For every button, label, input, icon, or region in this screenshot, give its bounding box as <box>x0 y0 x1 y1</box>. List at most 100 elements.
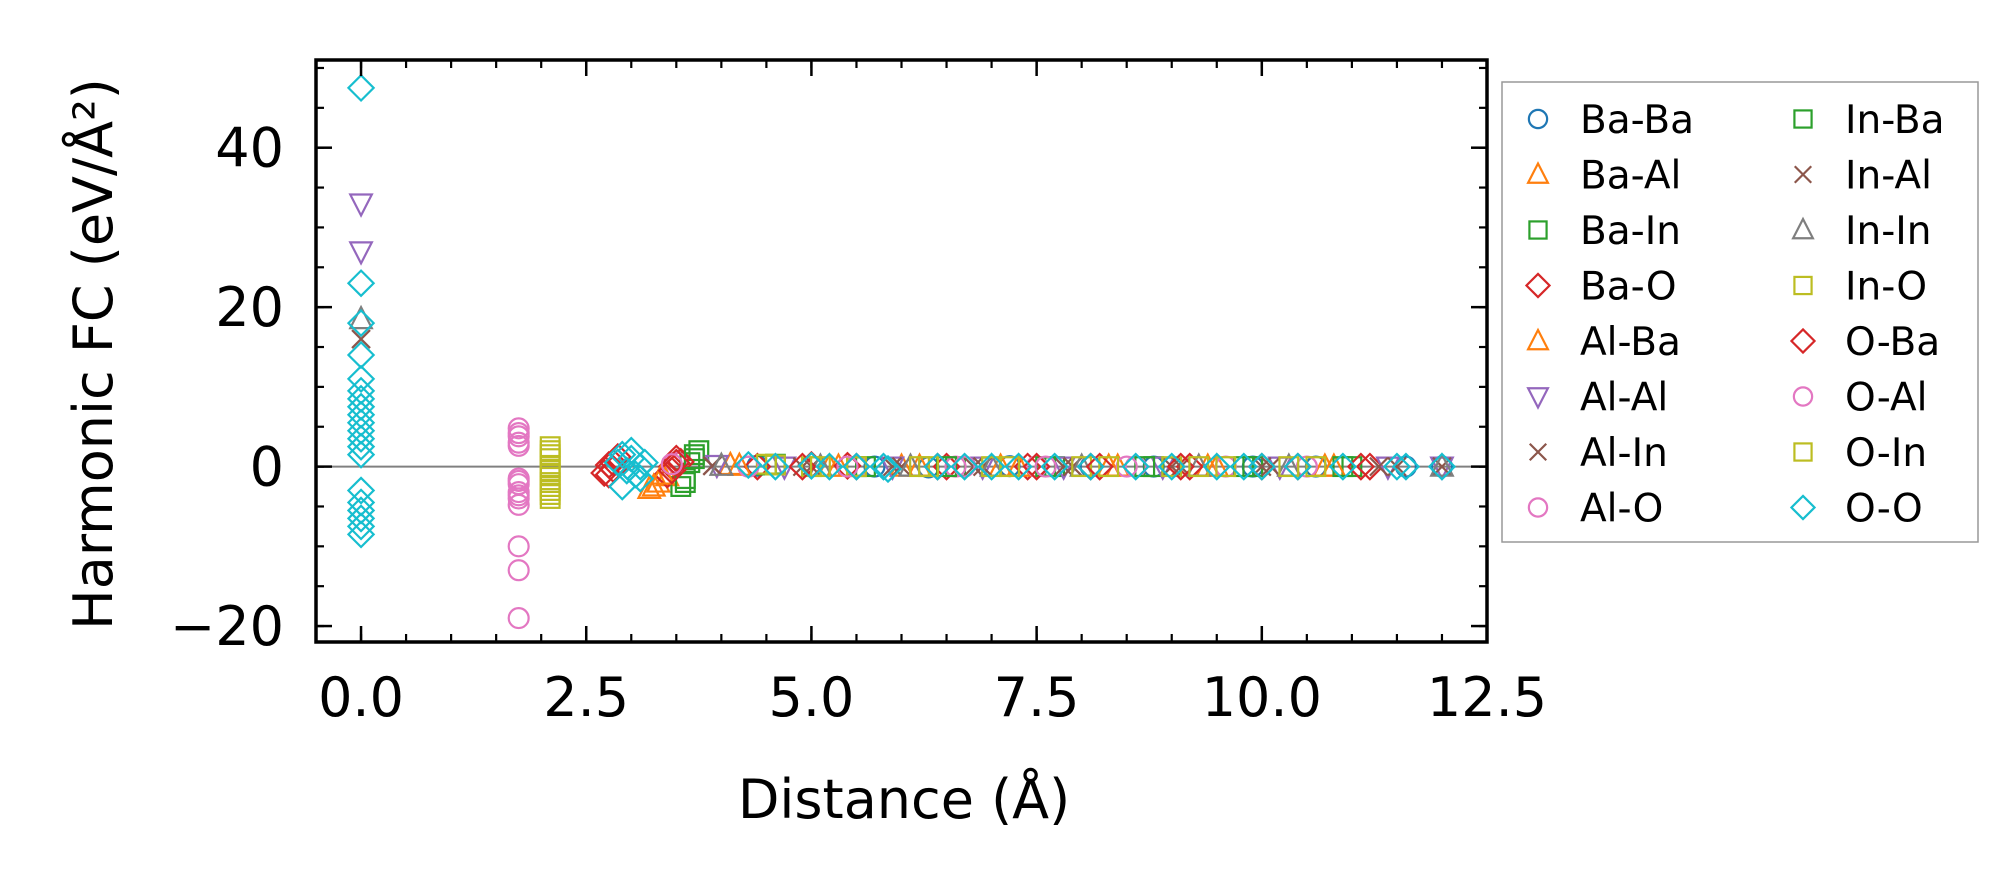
data-point <box>918 456 939 478</box>
data-point <box>761 452 790 481</box>
data-point <box>507 431 530 454</box>
data-point <box>346 424 376 453</box>
data-point <box>1355 452 1385 481</box>
data-point <box>346 73 376 103</box>
legend-entry: Ba-In <box>1528 209 1681 254</box>
data-point <box>1115 455 1138 478</box>
legend-marker <box>1526 387 1550 410</box>
data-point <box>539 460 561 482</box>
legend-entry: In-Al <box>1793 154 1932 199</box>
data-point <box>507 422 530 445</box>
data-point <box>539 436 561 458</box>
data-point <box>346 416 376 445</box>
data-point <box>1328 452 1358 481</box>
x-tick-label: 0.0 <box>318 666 404 729</box>
data-point <box>1053 456 1074 477</box>
data-point <box>626 464 655 493</box>
series-o-o <box>346 73 1457 549</box>
legend-label: In-In <box>1845 209 1932 254</box>
data-point <box>346 408 376 437</box>
axes: 0.0 2.5 5.0 7.5 10.0 12.5 −20 0 20 40 <box>170 58 1547 729</box>
data-point <box>1121 452 1150 481</box>
data-point <box>1188 456 1210 478</box>
legend-marker <box>1527 108 1549 130</box>
data-point <box>539 484 561 505</box>
data-point <box>1215 456 1237 478</box>
data-point <box>1427 452 1457 481</box>
data-point <box>1051 456 1077 482</box>
data-point <box>507 493 530 516</box>
series-o-in <box>539 444 1300 505</box>
data-point <box>1076 452 1105 481</box>
data-point <box>1071 456 1093 478</box>
y-tick-label: 40 <box>215 117 284 180</box>
series-o-al <box>507 422 1138 507</box>
legend-label: O-Ba <box>1845 320 1940 365</box>
data-point <box>688 440 710 462</box>
data-point <box>1305 456 1327 478</box>
data-point <box>507 607 530 630</box>
legend-entry: O-Ba <box>1789 320 1940 365</box>
data-point <box>346 520 376 549</box>
y-axis-title: Harmonic FC (eV/Å²) <box>61 78 125 630</box>
legend-label: O-O <box>1845 487 1923 532</box>
data-point <box>539 444 561 466</box>
data-point <box>1283 452 1312 481</box>
data-point <box>999 456 1021 478</box>
data-point <box>670 476 692 497</box>
data-point <box>708 451 734 476</box>
data-point <box>662 448 691 477</box>
y-tick-label: 0 <box>250 436 284 499</box>
legend-marker <box>1789 327 1817 355</box>
legend-box <box>1501 81 1979 543</box>
legend-label: Ba-Ba <box>1580 98 1694 143</box>
data-point <box>346 269 376 298</box>
data-point <box>348 241 374 266</box>
data-point <box>764 454 786 476</box>
data-point <box>846 456 867 478</box>
legend-marker <box>1528 220 1548 240</box>
data-point <box>346 400 376 429</box>
legend-marker <box>1791 216 1815 240</box>
legend-label: Ba-O <box>1580 265 1677 310</box>
data-point <box>923 452 952 481</box>
legend-entry: O-O <box>1789 487 1923 532</box>
data-point <box>842 452 871 481</box>
data-point <box>507 469 530 493</box>
legend-marker <box>1789 494 1817 521</box>
data-point <box>507 484 530 507</box>
data-point <box>879 456 906 482</box>
legend-label: Ba-Al <box>1580 154 1681 199</box>
y-tick-label: 20 <box>215 276 284 339</box>
data-point <box>1391 452 1421 481</box>
data-point <box>507 559 530 582</box>
y-tick-label: −20 <box>170 595 284 658</box>
legend-entry: In-Ba <box>1793 98 1945 143</box>
data-point <box>1382 452 1412 481</box>
data-point <box>977 452 1006 481</box>
data-point <box>346 308 376 338</box>
data-point <box>346 476 376 505</box>
data-point <box>674 472 696 494</box>
legend-entry: Ba-Ba <box>1527 98 1694 143</box>
x-tick-label: 12.5 <box>1427 666 1547 729</box>
data-point <box>641 472 667 497</box>
legend-marker <box>1793 109 1813 129</box>
legend-label: Al-In <box>1580 431 1668 476</box>
legend-entry: O-In <box>1793 431 1927 476</box>
data-point <box>950 452 979 481</box>
x-tick-label: 7.5 <box>994 666 1080 729</box>
data-point <box>608 440 637 469</box>
data-point <box>660 453 683 476</box>
legend-label: Al-Ba <box>1580 320 1681 365</box>
legend-entry: O-Al <box>1792 376 1928 421</box>
legend-marker <box>1524 272 1552 299</box>
legend-entry: Al-Al <box>1526 376 1668 421</box>
legend-marker <box>1793 165 1813 184</box>
legend-entry: In-O <box>1793 265 1927 310</box>
data-point <box>836 455 859 478</box>
data-point <box>507 535 530 558</box>
legend-entry: Ba-O <box>1524 265 1677 310</box>
x-tick-label: 10.0 <box>1202 666 1322 729</box>
x-tick-label: 2.5 <box>543 666 629 729</box>
